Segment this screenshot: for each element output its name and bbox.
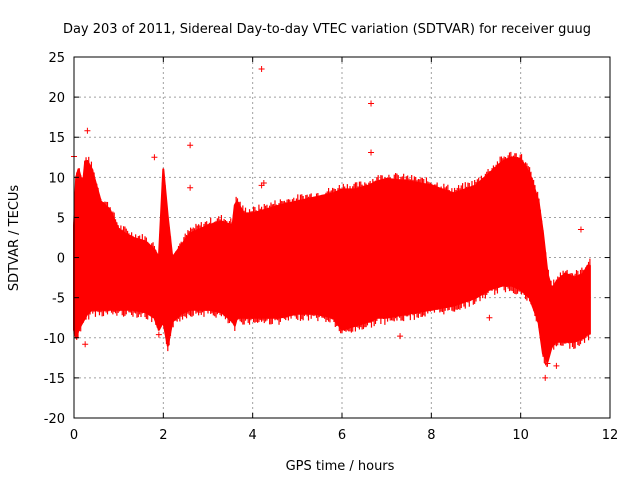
outlier-point — [84, 127, 91, 134]
outlier-point — [368, 149, 375, 156]
x-tick-label: 0 — [70, 428, 78, 443]
x-tick-label: 2 — [159, 428, 167, 443]
y-tick-label: -5 — [52, 292, 65, 307]
outlier-point — [553, 362, 560, 369]
chart-title: Day 203 of 2011, Sidereal Day-to-day VTE… — [63, 22, 591, 37]
y-tick-label: -15 — [44, 372, 65, 387]
y-axis-label: SDTVAR / TECUs — [7, 185, 22, 292]
outlier-point — [151, 154, 158, 161]
data-points — [71, 66, 584, 381]
tick-labels: 0 2 4 6 8 10 12 -20 -15 -10 -5 0 5 10 15 20 25 — [44, 51, 619, 443]
y-tick-label: 10 — [48, 171, 65, 186]
outlier-point — [542, 374, 549, 381]
x-axis-label: GPS time / hours — [286, 459, 395, 474]
outlier-point — [258, 66, 265, 73]
outlier-point — [260, 179, 267, 186]
outlier-point — [486, 314, 493, 321]
data-band — [73, 151, 591, 368]
outlier-point — [187, 142, 194, 149]
outlier-point — [577, 226, 584, 233]
axis-ticks — [73, 56, 611, 419]
outlier-point — [368, 100, 375, 107]
envelope-spikes — [73, 151, 591, 368]
y-tick-label: 15 — [48, 131, 65, 146]
y-tick-label: 5 — [57, 211, 65, 226]
y-tick-label: 25 — [48, 51, 65, 66]
outlier-point — [82, 341, 89, 348]
x-tick-label: 12 — [602, 428, 619, 443]
y-tick-label: 20 — [48, 91, 65, 106]
x-tick-label: 4 — [249, 428, 257, 443]
outlier-point — [397, 333, 404, 340]
y-tick-label: -20 — [44, 412, 65, 427]
x-tick-label: 6 — [338, 428, 346, 443]
x-tick-label: 10 — [512, 428, 529, 443]
y-tick-label: 0 — [57, 252, 65, 267]
outlier-point — [155, 331, 162, 338]
outlier-point — [187, 184, 194, 191]
x-tick-label: 8 — [427, 428, 435, 443]
outlier-point — [544, 360, 551, 367]
y-tick-label: -10 — [44, 332, 65, 347]
